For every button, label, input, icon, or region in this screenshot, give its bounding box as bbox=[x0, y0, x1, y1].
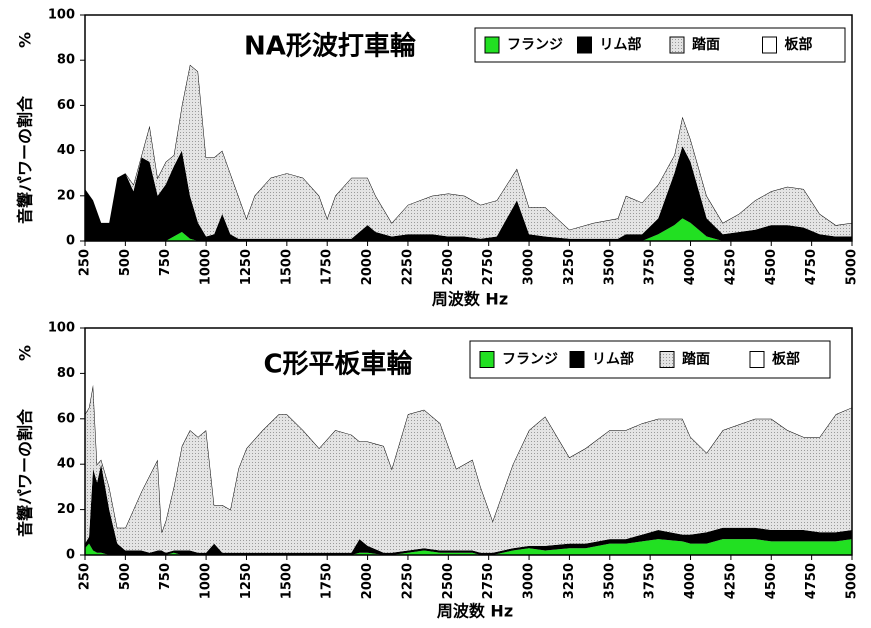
x-tick-label: 1750 bbox=[320, 563, 335, 599]
chart-title: NA形波打車輪 bbox=[244, 31, 417, 62]
x-tick-label: 5000 bbox=[845, 249, 860, 285]
x-tick-label: 4750 bbox=[804, 249, 819, 285]
x-tick-label: 4250 bbox=[723, 249, 738, 285]
legend-label: フランジ bbox=[507, 37, 563, 53]
legend-label: フランジ bbox=[502, 352, 558, 368]
x-tick-label: 750 bbox=[158, 563, 173, 590]
y-tick-label: 100 bbox=[48, 8, 75, 23]
area bbox=[85, 539, 852, 555]
area bbox=[85, 464, 852, 555]
x-tick-label: 2500 bbox=[441, 249, 456, 285]
y-tick-label: 80 bbox=[57, 366, 75, 381]
legend-swatch bbox=[659, 351, 675, 368]
legend-label: 踏面 bbox=[682, 351, 710, 368]
area bbox=[85, 218, 852, 241]
x-tick-label: 3250 bbox=[562, 563, 577, 599]
area bbox=[85, 328, 852, 533]
legend-box bbox=[469, 340, 831, 379]
x-tick-label: 250 bbox=[78, 249, 93, 276]
area-outline bbox=[84, 63, 853, 231]
y-tick-label: 0 bbox=[66, 234, 75, 249]
legend-label: リム部 bbox=[592, 351, 634, 368]
x-tick-label: 2750 bbox=[481, 563, 496, 599]
x-tick-label: 1000 bbox=[199, 563, 214, 599]
x-tick-label: 5000 bbox=[845, 563, 860, 599]
y-tick-label: 0 bbox=[66, 548, 75, 563]
legend-label: 板部 bbox=[785, 36, 813, 53]
x-tick-label: 3750 bbox=[643, 563, 658, 599]
legend-swatch bbox=[762, 36, 777, 54]
legend-swatch bbox=[569, 351, 585, 368]
x-tick-label: 2250 bbox=[400, 563, 415, 599]
x-tick-label: 500 bbox=[118, 563, 133, 590]
area bbox=[85, 64, 852, 239]
x-tick-label: 1500 bbox=[279, 563, 294, 599]
x-tick-label: 2000 bbox=[360, 249, 375, 285]
plot-frame bbox=[84, 14, 853, 242]
y-tick-label: 20 bbox=[57, 188, 75, 203]
y-axis-label: 音響パワーの割合 % bbox=[16, 32, 35, 224]
x-axis-label: 周波数 Hz bbox=[437, 602, 513, 621]
x-tick-label: 250 bbox=[78, 563, 93, 590]
x-tick-label: 2000 bbox=[360, 563, 375, 599]
x-tick-label: 3000 bbox=[522, 249, 537, 285]
area bbox=[85, 146, 852, 241]
x-tick-label: 1750 bbox=[320, 249, 335, 285]
y-tick-label: 60 bbox=[57, 98, 75, 113]
legend-swatch bbox=[669, 36, 685, 54]
legend-swatch bbox=[577, 36, 592, 54]
x-tick-label: 4750 bbox=[804, 563, 819, 599]
area bbox=[85, 384, 852, 553]
x-tick-label: 3750 bbox=[643, 249, 658, 285]
area bbox=[85, 15, 852, 230]
legend-label: リム部 bbox=[600, 36, 642, 53]
legend-swatch bbox=[484, 36, 500, 54]
x-tick-label: 1250 bbox=[239, 249, 254, 285]
x-tick-label: 2500 bbox=[441, 563, 456, 599]
legend-swatch bbox=[749, 351, 765, 368]
chart-title: C形平板車輪 bbox=[263, 349, 413, 380]
x-tick-label: 3500 bbox=[602, 563, 617, 599]
legend-box bbox=[474, 27, 846, 63]
x-tick-label: 3500 bbox=[602, 249, 617, 285]
x-tick-label: 4000 bbox=[683, 249, 698, 285]
x-tick-label: 4000 bbox=[683, 563, 698, 599]
x-tick-label: 3250 bbox=[562, 249, 577, 285]
legend-swatch bbox=[479, 351, 495, 368]
x-tick-label: 500 bbox=[118, 249, 133, 276]
x-axis-label: 周波数 Hz bbox=[432, 290, 508, 309]
legend-label: 踏面 bbox=[692, 36, 720, 53]
y-tick-label: 60 bbox=[57, 411, 75, 426]
x-tick-label: 4500 bbox=[764, 563, 779, 599]
chart: 0 20 40 60 80 100 250 500 750 1000 1250 1500 1750 200… bbox=[16, 8, 860, 309]
x-tick-label: 3000 bbox=[522, 563, 537, 599]
x-tick-label: 1000 bbox=[199, 249, 214, 285]
y-tick-label: 40 bbox=[57, 143, 75, 158]
x-tick-label: 2750 bbox=[481, 249, 496, 285]
x-tick-label: 4250 bbox=[723, 563, 738, 599]
legend-label: 板部 bbox=[772, 351, 800, 368]
y-tick-label: 40 bbox=[57, 457, 75, 472]
y-tick-label: 100 bbox=[48, 321, 75, 336]
y-tick-label: 80 bbox=[57, 53, 75, 68]
x-tick-label: 2250 bbox=[400, 249, 415, 285]
y-tick-label: 20 bbox=[57, 502, 75, 517]
plot-frame bbox=[84, 327, 853, 556]
x-tick-label: 1250 bbox=[239, 563, 254, 599]
x-tick-label: 750 bbox=[158, 249, 173, 276]
chart: 0 20 40 60 80 100 250 500 750 1000 1250 1500 1750 200… bbox=[16, 321, 860, 621]
x-tick-label: 1500 bbox=[279, 249, 294, 285]
y-axis-label: 音響パワーの割合 % bbox=[16, 345, 35, 537]
x-tick-label: 4500 bbox=[764, 249, 779, 285]
